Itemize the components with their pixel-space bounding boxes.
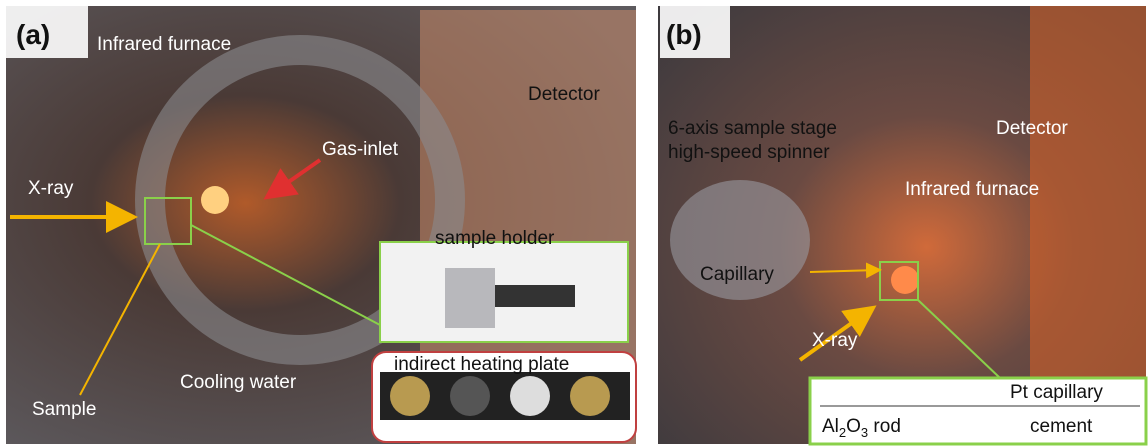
- disc: [450, 376, 490, 416]
- panel-tag: (a): [16, 19, 50, 50]
- label: Sample: [32, 399, 96, 420]
- holder-body: [445, 268, 495, 328]
- glow: [891, 266, 919, 294]
- label-sub: 2: [839, 425, 846, 440]
- label: sapphire cell: [438, 421, 545, 442]
- plate: [570, 376, 610, 416]
- glow: [201, 186, 229, 214]
- label-part: rod: [868, 416, 901, 437]
- label: Infrared furnace: [97, 34, 231, 55]
- label: cement: [1030, 416, 1093, 437]
- figure: (a) Infrared furnace Detector Gas-inlet …: [0, 0, 1148, 448]
- label: Capillary: [700, 264, 774, 285]
- label: Detector: [528, 84, 600, 105]
- label: sample holder: [435, 228, 555, 249]
- label: indirect heating plate: [394, 354, 569, 375]
- label: high-speed spinner: [668, 142, 830, 163]
- label: X-ray: [28, 178, 74, 199]
- label-part: Al: [822, 416, 839, 437]
- label: Cooling water: [180, 372, 297, 393]
- label: Gas-inlet: [322, 139, 399, 160]
- panel-tag: (b): [666, 19, 702, 50]
- label: Detector: [996, 118, 1068, 139]
- label-part: O: [846, 416, 861, 437]
- panel-b: (b) Detector 6-axis sample stage high-sp…: [658, 6, 1146, 444]
- label: 6-axis sample stage: [668, 118, 837, 139]
- label-sub: 3: [861, 425, 868, 440]
- label: Infrared furnace: [905, 179, 1039, 200]
- plate: [390, 376, 430, 416]
- holder-arm: [495, 285, 575, 307]
- label: X-ray: [812, 330, 858, 351]
- panel-a: (a) Infrared furnace Detector Gas-inlet …: [6, 6, 636, 444]
- disc: [510, 376, 550, 416]
- label: Pt capillary: [1010, 382, 1103, 403]
